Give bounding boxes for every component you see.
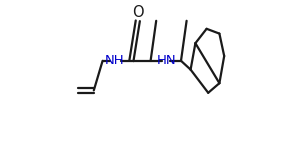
Text: NH: NH [105,54,124,67]
Text: HN: HN [157,54,176,67]
Text: O: O [132,5,144,20]
